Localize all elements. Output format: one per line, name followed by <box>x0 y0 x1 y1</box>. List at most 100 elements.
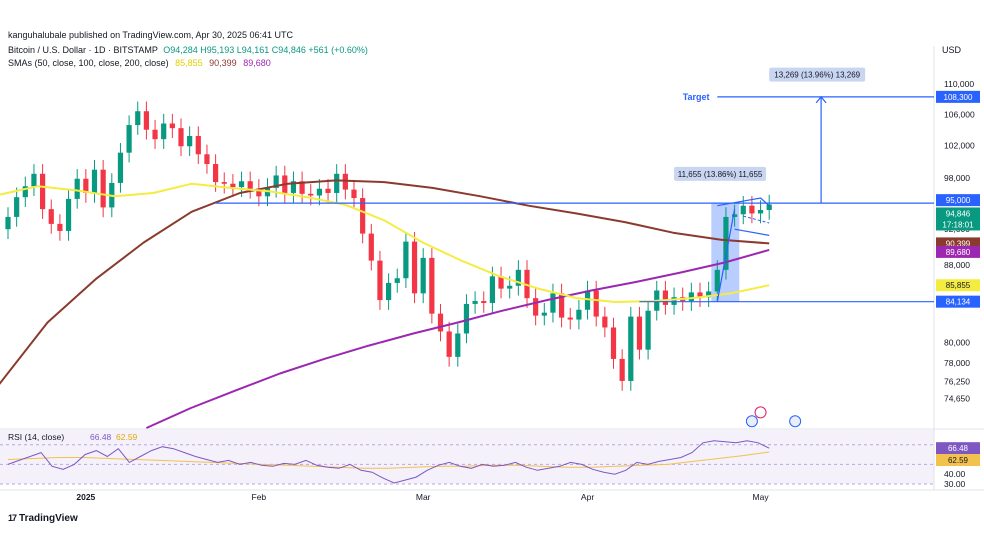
tag-94846: 94,846 <box>946 209 971 218</box>
candle-body <box>636 316 643 350</box>
candle-body <box>472 301 478 304</box>
candle-body <box>247 181 253 189</box>
candle-body <box>481 301 487 303</box>
candle-body <box>31 173 37 187</box>
flag-lower-line <box>734 228 770 236</box>
tag-countdown: 17:18:01 <box>942 220 974 229</box>
symbol-title: Bitcoin / U.S. Dollar · 1D · BITSTAMP O9… <box>8 45 368 55</box>
candle-body <box>576 309 582 320</box>
candle-body <box>178 128 184 147</box>
sma100-line <box>0 179 770 385</box>
target-measure-badge <box>769 67 866 82</box>
candle-body <box>299 181 305 194</box>
range-measure-badge <box>674 166 767 181</box>
candle-body <box>40 173 46 210</box>
candle-body <box>334 173 340 193</box>
tag-84134: 84,134 <box>946 298 971 307</box>
candle-body <box>550 293 556 313</box>
candle-body <box>368 233 374 261</box>
candle-body <box>619 358 625 381</box>
candle-body <box>83 178 89 193</box>
candle-body <box>507 285 513 289</box>
tag-108300-bg <box>936 90 980 103</box>
flag-dashed-line <box>743 215 770 224</box>
x-tick-label: Mar <box>416 492 431 502</box>
publisher-line: kanguhalubale published on TradingView.c… <box>8 30 294 40</box>
rsi-y-tick-label: 30.00 <box>944 479 966 489</box>
candle-body <box>455 333 461 357</box>
tag-countdown-bg <box>936 218 980 231</box>
candle-body <box>411 241 418 294</box>
tag-sma50: 85,855 <box>946 281 971 290</box>
y-tick-label: 110,000 <box>944 79 974 89</box>
sma50-line <box>0 182 770 303</box>
candle-body <box>766 204 772 211</box>
sma50-value: 85,855 <box>175 58 203 68</box>
candle-body <box>386 282 392 301</box>
smas-legend: SMAs (50, close, 100, close, 200, close)… <box>8 58 271 68</box>
candle-body <box>559 293 565 318</box>
x-tick-label: 2025 <box>76 492 95 502</box>
candle-body <box>65 198 72 231</box>
candle-body <box>610 327 617 359</box>
ohlc-values: O94,284 H95,193 L94,161 C94,846 +561 (+0… <box>163 45 368 55</box>
candle-body <box>256 188 262 197</box>
candle-body <box>541 312 547 316</box>
rsi-pane-background <box>0 430 934 484</box>
candle-body <box>732 214 738 217</box>
sma100-value: 90,399 <box>209 58 237 68</box>
candle-body <box>152 129 158 140</box>
candle-body <box>126 125 132 153</box>
candle-body <box>100 169 106 208</box>
rsi-ma-value: 62.59 <box>116 432 138 442</box>
candle-body <box>351 189 357 199</box>
x-tick-label: Apr <box>581 492 594 502</box>
candle-body <box>706 291 712 298</box>
candle-body <box>645 310 651 350</box>
candle-body <box>5 216 11 230</box>
rsi-title: RSI (14, close) <box>8 432 64 442</box>
candle-body <box>238 181 245 188</box>
candle-body <box>394 278 400 283</box>
candle-body <box>290 181 297 193</box>
candle-body <box>204 154 210 164</box>
candle-body <box>325 188 331 193</box>
impulse-arrow-line <box>716 209 736 302</box>
candle-body <box>135 111 141 126</box>
tag-sma200: 89,680 <box>946 248 971 257</box>
candle-body <box>169 123 175 129</box>
tag-rsi-ma: 62.59 <box>948 456 969 465</box>
candle-body <box>740 205 746 215</box>
y-tick-label: 80,000 <box>944 338 970 348</box>
candle-body <box>91 169 98 193</box>
candle-body <box>437 313 444 332</box>
tag-rsi-bg <box>936 442 980 455</box>
tag-sma200-bg <box>936 245 980 258</box>
candle-body <box>14 197 20 217</box>
smas-label: SMAs (50, close, 100, close, 200, close) <box>8 58 169 68</box>
candle-body <box>723 216 729 270</box>
candle-body <box>757 210 764 214</box>
symbol-name: Bitcoin / U.S. Dollar · 1D · BITSTAMP <box>8 45 158 55</box>
candle-body <box>749 205 755 214</box>
rsi-line <box>7 440 770 484</box>
y-tick-label: 76,250 <box>944 376 970 386</box>
candle-body <box>316 188 322 196</box>
candle-body <box>567 317 573 320</box>
candle-body <box>221 182 227 184</box>
y-tick-label: 106,000 <box>944 109 975 119</box>
candle-body <box>515 269 521 286</box>
economic-event-icon <box>745 415 758 428</box>
candle-body <box>489 276 495 303</box>
range-measure-text: 11,655 (13.86%) 11,655 <box>678 170 763 179</box>
candle-body <box>57 223 63 231</box>
candle-body <box>143 111 149 130</box>
candle-body <box>308 193 314 196</box>
tradingview-brand[interactable]: 17 TradingView <box>8 513 78 524</box>
tag-rsi: 66.48 <box>948 444 969 453</box>
y-tick-label: 98,000 <box>944 173 970 183</box>
tag-sma100: 90,399 <box>946 239 971 248</box>
flag-upper-line <box>717 197 770 207</box>
y-tick-label: 102,000 <box>944 140 975 150</box>
